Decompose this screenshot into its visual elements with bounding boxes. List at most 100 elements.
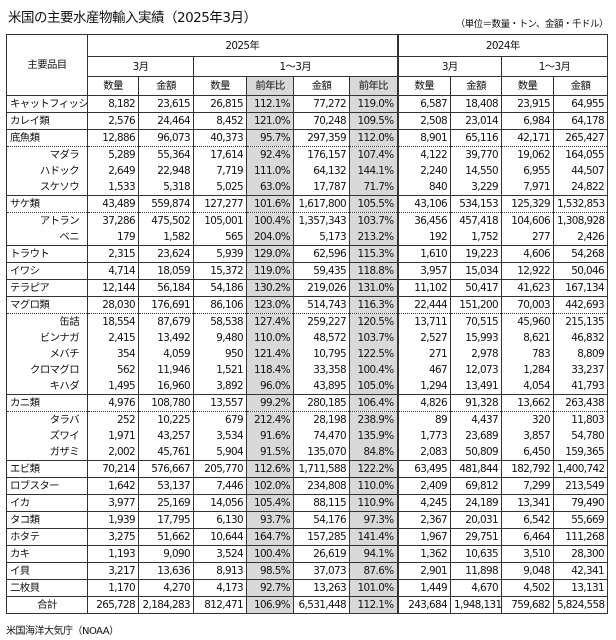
cell-value: 1,752 [450,229,502,246]
cell-value: 23,689 [450,428,502,444]
cell-value: 5,318 [138,179,194,196]
cell-value: 127.4% [246,313,294,330]
cell-value: 95.7% [246,129,294,147]
row-label: カニ類 [6,394,88,412]
cell-value: 259,227 [293,313,350,330]
cell-value: 129.0% [246,245,294,263]
cell-value: 23,615 [138,95,194,113]
cell-value: 43,106 [396,195,451,213]
cell-value: 18,059 [138,262,194,280]
table-row: トラウト 2,315 23,624 5,939 129.0% 62,596 115.3% 1,… [6,245,609,263]
cell-value: 1,294 [396,378,451,395]
row-label: ビンナガ [6,330,88,346]
row-label: テラピア [6,279,88,297]
cell-value: 92.7% [246,579,294,597]
table-row: アトラン 37,286 475,502 105,001 100.4% 1,357,343 1… [6,212,609,229]
row-label: ロブスター [6,477,88,495]
row-label: マグロ類 [6,296,88,314]
cell-value: 118.4% [246,362,294,378]
cell-value: 135.9% [349,428,398,444]
cell-value: 151,200 [450,296,502,314]
cell-value: 263,438 [552,394,609,412]
table-row: イワシ 4,714 18,059 15,372 119.0% 59,435 118.8% 3,… [6,262,609,280]
cell-value: 10,225 [138,411,194,428]
cell-value: 70,515 [450,313,502,330]
cell-value: 565 [193,229,247,246]
cell-value: 4,976 [87,394,139,412]
cell-value: 5,904 [193,444,247,461]
cell-value: 50,809 [450,444,502,461]
cell-value: 13,492 [138,330,194,346]
header-year-2025: 2025年 [87,34,398,57]
cell-value: 3,977 [87,494,139,512]
cell-value: 467 [396,362,451,378]
cell-value: 116.3% [349,296,398,314]
cell-value: 265,728 [87,596,139,614]
page-title: 米国の主要水産物輸入実績（2025年3月） [8,10,257,26]
cell-value: 3,510 [501,545,554,563]
cell-value: 51,662 [138,528,194,546]
cell-value: 442,693 [552,296,609,314]
cell-value: 1,521 [193,362,247,378]
cell-value: 44,507 [552,163,609,179]
cell-value: 8,901 [396,129,451,147]
row-label: クロマグロ [6,362,88,378]
header-2024-jan-mar: 1〜3月 [500,56,609,77]
table-row: 合計 265,728 2,184,283 812,471 106.9% 6,531,448… [6,596,609,614]
table-body: キャットフィッシュ8,18223,61526,815112.1%77,27211… [6,95,609,614]
row-label: キャットフィッシュ [6,95,88,113]
cell-value: 40,373 [193,129,247,147]
cell-value: 8,182 [87,95,139,113]
cell-value: 43,257 [138,428,194,444]
table-row: イカ 3,977 25,169 14,056 105.4% 88,115 110.9% 4,2… [6,494,609,512]
cell-value: 17,787 [293,179,350,196]
cell-value: 2,415 [87,330,139,346]
table-row: マグロ類 28,030 176,691 86,106 123.0% 514,743 116.… [6,296,609,314]
cell-value: 37,073 [293,562,350,580]
cell-value: 11,898 [450,562,502,580]
cell-value: 48,572 [293,330,350,346]
cell-value: 106.9% [246,596,294,614]
cell-value: 13,662 [501,394,554,412]
cell-value: 105.0% [349,378,398,395]
header-qty: 数量 [396,76,451,96]
cell-value: 213,549 [552,477,609,495]
cell-value: 135,070 [293,444,350,461]
table-row: ホタテ 3,275 51,662 10,644 164.7% 157,285 141.4% 1… [6,528,609,546]
cell-value: 17,795 [138,511,194,529]
row-label: トラウト [6,245,88,263]
cell-value: 215,135 [552,313,609,330]
table-row: イ貝 3,217 13,636 8,913 98.5% 37,073 87.6% 2,901 1… [6,562,609,580]
cell-value: 559,874 [138,195,194,213]
row-label: スケソウ [6,179,88,196]
cell-value: 125,329 [501,195,554,213]
cell-value: 2,576 [87,112,139,130]
cell-value: 28,198 [293,411,350,428]
header-2024-march: 3月 [396,56,502,77]
table-row: 二枚貝 1,170 4,270 4,173 92.7% 13,263 101.0% 1,449… [6,579,609,597]
table-row: メバチ 354 4,059 950 121.4% 10,795 122.5% 271 2,978… [6,346,609,362]
row-label: タコ類 [6,511,88,529]
unit-note: （単位＝数量・トン、金額・千ドル） [455,19,609,30]
cell-value: 64,178 [552,112,609,130]
import-table: 主要品目 2025年 2024年 3月 1〜3月 3月 1〜3月 数量 金額 数… [6,34,609,614]
cell-value: 37,286 [87,212,139,229]
cell-value: 130.2% [246,279,294,297]
cell-value: 16,960 [138,378,194,395]
cell-value: 1,773 [396,428,451,444]
cell-value: 97.3% [349,511,398,529]
cell-value: 24,464 [138,112,194,130]
cell-value: 234,808 [293,477,350,495]
cell-value: 179 [87,229,139,246]
cell-value: 65,116 [450,129,502,147]
header-qty: 数量 [501,76,554,96]
table-row: エビ類 70,214 576,667 205,770 112.6% 1,711,588 12… [6,460,609,478]
row-label: サケ類 [6,195,88,213]
cell-value: 111.0% [246,163,294,179]
cell-value: 23,915 [501,95,554,113]
cell-value: 108,780 [138,394,194,412]
cell-value: 69,812 [450,477,502,495]
cell-value: 783 [501,346,554,362]
cell-value: 8,452 [193,112,247,130]
cell-value: 4,173 [193,579,247,597]
